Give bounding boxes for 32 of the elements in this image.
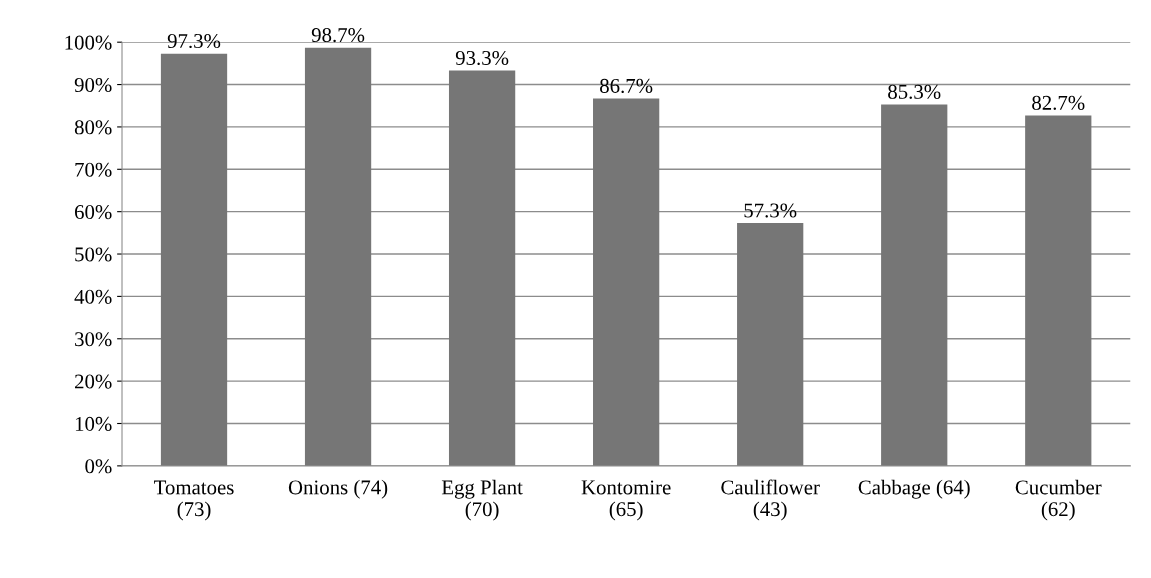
y-tick-label: 30% [75,332,112,347]
y-tick-label: 10% [75,416,112,431]
bar [737,223,804,466]
y-tick-label: 70% [75,162,112,177]
x-tick-label: Onions (74) [288,479,388,499]
x-tick-label: Tomatoes (73) [154,480,234,521]
bar [160,53,228,466]
data-label: 97.3% [167,33,221,49]
data-label: 93.3% [455,50,509,66]
y-tick-label: 100% [65,35,112,50]
data-label: 85.3% [888,84,941,99]
bar [1025,115,1092,466]
x-tick-label: Cucumber (62) [1015,479,1102,521]
x-tick-label: Cabbage (64) [858,479,970,499]
bar [593,98,660,466]
data-label: 98.7% [311,28,365,43]
bar [304,47,372,466]
y-tick-label: 20% [75,374,112,389]
x-tick-label: Egg Plant (70) [441,479,523,521]
y-tick-label: 0% [85,459,112,474]
data-label: 82.7% [1032,95,1085,110]
y-tick-label: 40% [74,289,112,304]
x-tick-label: Kontomire (65) [581,480,671,521]
y-tick-label: 80% [74,120,112,135]
y-tick-label: 50% [75,247,112,262]
bar [448,70,516,466]
x-tick-label: Cauliflower (43) [721,479,820,521]
bar [881,104,948,466]
y-tick-label: 90% [74,77,112,93]
y-tick-label: 60% [74,205,112,220]
data-label: 86.7% [600,78,653,94]
data-label: 57.3% [744,203,797,218]
